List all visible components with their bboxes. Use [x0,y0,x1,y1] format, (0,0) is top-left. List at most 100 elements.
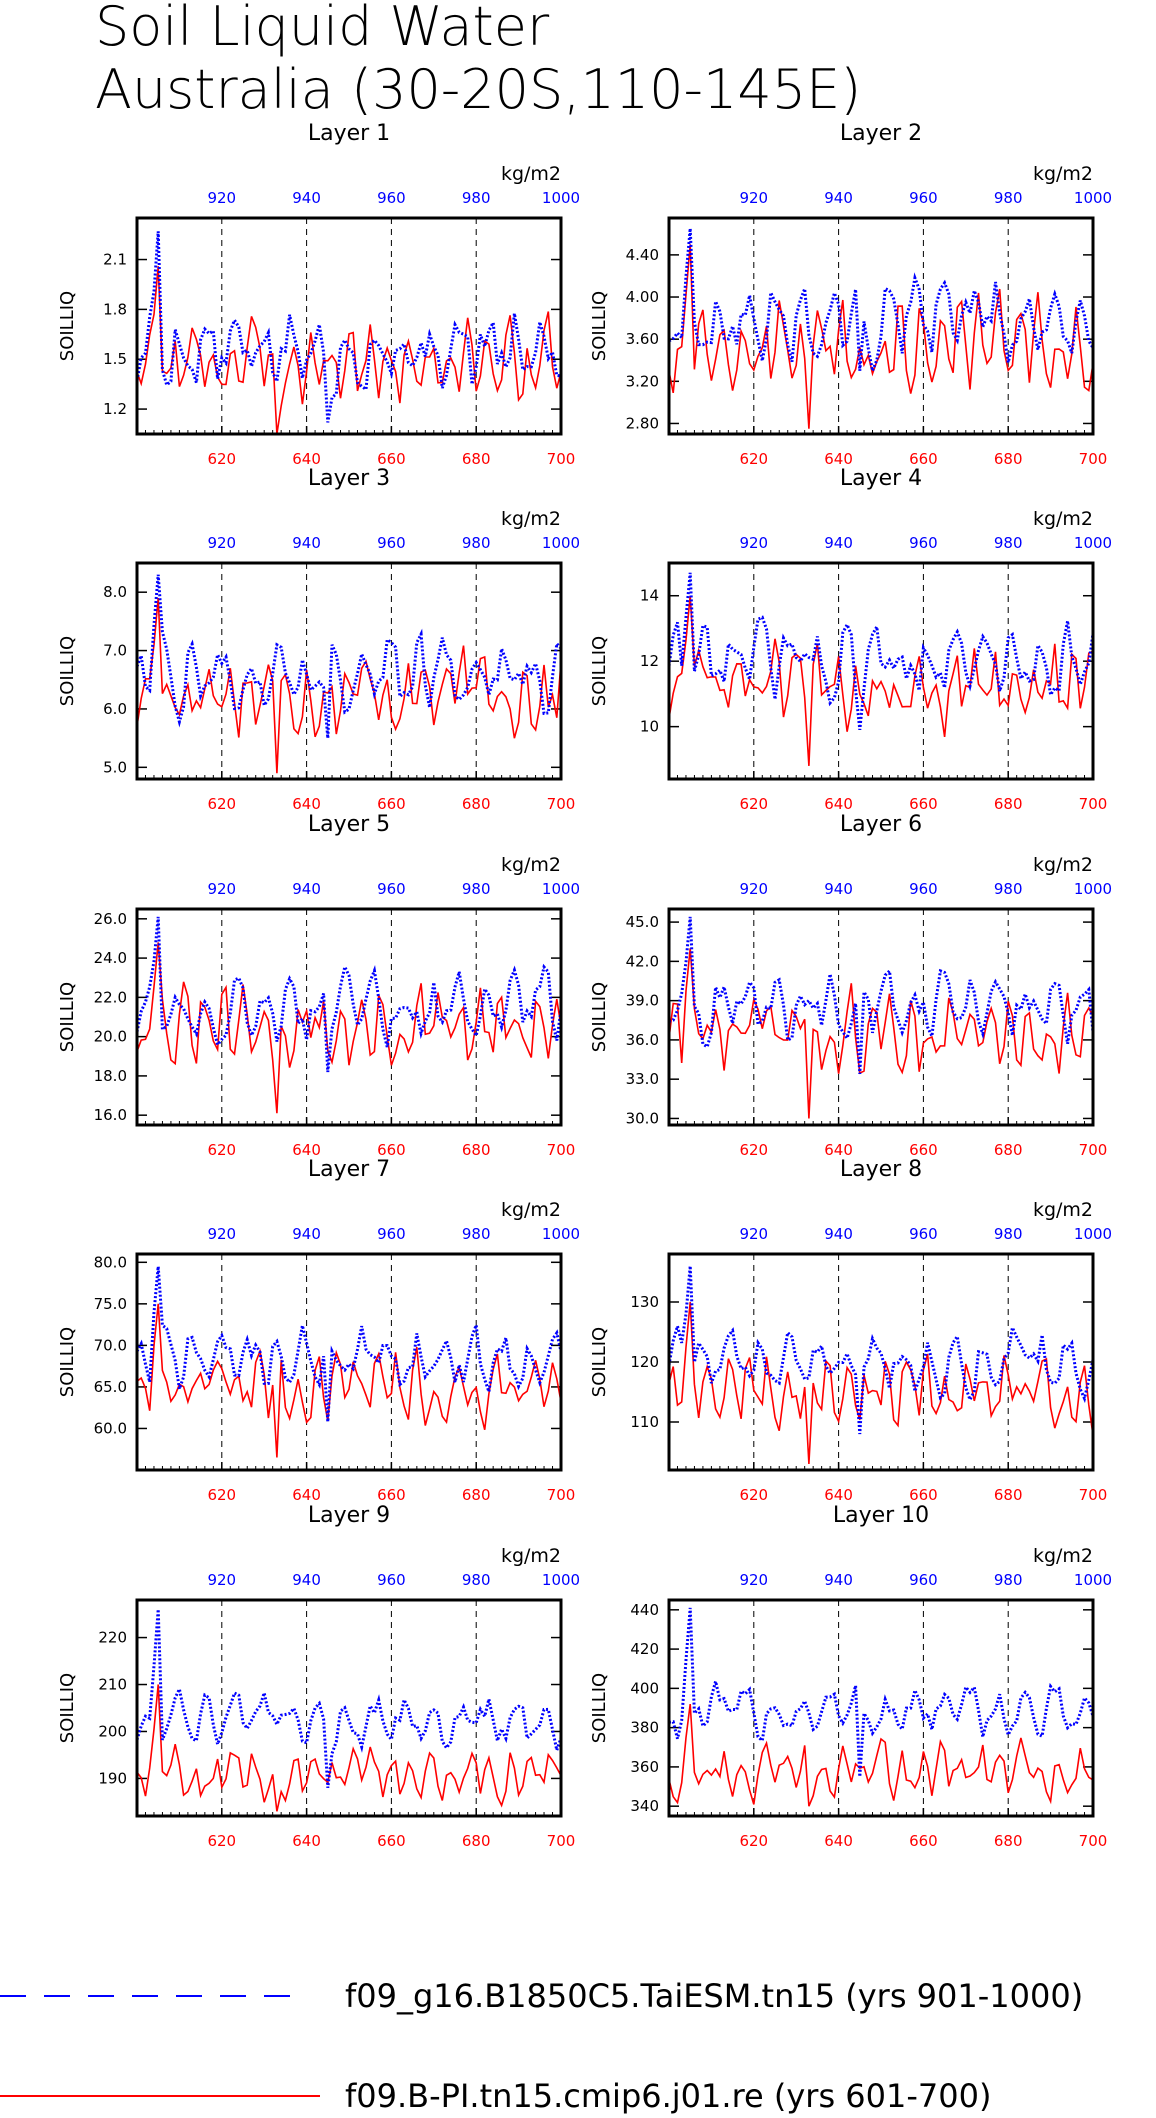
y-tick-label: 220 [98,1629,127,1647]
y-tick-label: 1.8 [103,300,127,318]
top-x-tick-label: 960 [377,1571,406,1589]
panel-layer-8: Layer 8 kg/m2 920 940 960 980 1000 620 640 660 680… [589,1157,1112,1504]
top-x-tick-label: 980 [994,1571,1023,1589]
top-x-tick-label: 960 [909,880,938,898]
panel-title: Layer 5 [308,812,390,837]
panel-title: Layer 8 [840,1157,922,1182]
top-x-tick-label: 980 [462,189,491,207]
y-tick-label: 2.80 [626,414,659,432]
legend-label-blue: f09_g16.B1850C5.TaiESM.tn15 (yrs 901-100… [345,1977,1083,2015]
chart-panels: Layer 1 kg/m2 920 940 960 980 1000 620 640 660 680… [57,121,1112,1850]
bottom-x-tick-label: 660 [377,1832,406,1850]
top-x-tick-label: 1000 [542,880,580,898]
top-x-tick-label: 980 [994,1225,1023,1243]
series-line-red [668,948,1094,1119]
series-line-red [136,266,562,435]
panel-layer-1: Layer 1 kg/m2 920 940 960 980 1000 620 640 660 680… [57,121,580,468]
y-axis-label: SOILLIQ [589,1327,610,1397]
top-x-tick-label: 920 [739,1571,768,1589]
panel-layer-10: Layer 10 kg/m2 920 940 960 980 1000 620 640 660 68… [589,1503,1112,1850]
y-tick-label: 340 [630,1797,659,1815]
panel-layer-9: Layer 9 kg/m2 920 940 960 980 1000 620 640 660 680… [57,1503,580,1850]
top-x-tick-label: 980 [462,534,491,552]
series-line-blue [135,916,563,1073]
y-tick-label: 120 [630,1353,659,1371]
bottom-x-tick-label: 640 [824,795,853,813]
panel-title: Layer 9 [308,1503,390,1528]
bottom-x-tick-label: 700 [547,1832,576,1850]
y-tick-label: 80.0 [94,1253,127,1271]
bottom-x-tick-label: 620 [207,795,236,813]
bottom-x-tick-label: 680 [462,1832,491,1850]
bottom-x-tick-label: 620 [739,1486,768,1504]
bottom-x-tick-label: 700 [1079,1486,1108,1504]
y-tick-label: 360 [630,1758,659,1776]
bottom-x-tick-label: 620 [207,1141,236,1159]
bottom-x-tick-label: 620 [739,1141,768,1159]
bottom-x-tick-label: 620 [739,795,768,813]
bottom-x-tick-label: 620 [207,1832,236,1850]
bottom-x-tick-label: 680 [462,450,491,468]
bottom-x-tick-label: 680 [994,795,1023,813]
series-line-blue [668,1607,1095,1777]
bottom-x-tick-label: 700 [547,1141,576,1159]
panel-layer-7: Layer 7 kg/m2 920 940 960 980 1000 620 640 660 680… [57,1157,580,1504]
bottom-x-tick-label: 640 [824,1486,853,1504]
bottom-x-tick-label: 620 [739,450,768,468]
plot-frame [135,561,563,781]
series-line-red [136,942,562,1114]
top-x-tick-label: 980 [994,189,1023,207]
top-x-tick-label: 940 [292,189,321,207]
bottom-x-tick-label: 660 [377,1486,406,1504]
bottom-x-tick-label: 680 [994,1141,1023,1159]
y-tick-label: 400 [630,1679,659,1697]
units-label: kg/m2 [1033,1199,1093,1221]
panel-title: Layer 4 [840,466,922,491]
series-line-red [668,1704,1094,1807]
y-tick-label: 7.0 [103,642,127,660]
panel-layer-5: Layer 5 kg/m2 920 940 960 980 1000 620 640 660 680… [57,812,580,1159]
y-tick-label: 65.0 [94,1378,127,1396]
units-label: kg/m2 [1033,1545,1093,1567]
top-x-tick-label: 960 [909,1225,938,1243]
top-x-tick-label: 940 [292,534,321,552]
y-axis-label: SOILLIQ [589,636,610,706]
bottom-x-tick-label: 660 [909,450,938,468]
top-x-tick-label: 980 [994,534,1023,552]
y-tick-label: 12 [640,652,659,670]
y-axis-label: SOILLIQ [589,1673,610,1743]
panel-title: Layer 1 [308,121,390,146]
legend-label-red: f09.B-PI.tn15.cmip6.j01.re (yrs 601-700) [345,2077,991,2115]
y-axis-label: SOILLIQ [57,291,78,361]
top-x-tick-label: 920 [207,1571,236,1589]
bottom-x-tick-label: 640 [292,795,321,813]
top-x-tick-label: 980 [462,1225,491,1243]
units-label: kg/m2 [501,163,561,185]
y-tick-label: 1.5 [103,350,127,368]
y-tick-label: 5.0 [103,758,127,776]
y-axis-label: SOILLIQ [589,982,610,1052]
bottom-x-tick-label: 680 [994,1832,1023,1850]
y-tick-label: 8.0 [103,583,127,601]
plot-frame [667,907,1095,1127]
y-tick-label: 4.00 [626,288,659,306]
bottom-x-tick-label: 700 [1079,450,1108,468]
y-axis-label: SOILLIQ [57,1673,78,1743]
panel-layer-6: Layer 6 kg/m2 920 940 960 980 1000 620 640 660 680… [589,812,1112,1159]
bottom-x-tick-label: 620 [207,450,236,468]
top-x-tick-label: 940 [292,880,321,898]
series-line-blue [667,572,1095,731]
panel-title: Layer 2 [840,121,922,146]
y-tick-label: 18.0 [94,1067,127,1085]
y-tick-label: 2.1 [103,251,127,269]
y-axis-label: SOILLIQ [57,1327,78,1397]
series-line-red [668,595,1094,766]
top-x-tick-label: 960 [377,1225,406,1243]
y-tick-label: 16.0 [94,1106,127,1124]
series-line-red [136,1684,562,1812]
series-line-red [136,1303,562,1458]
y-tick-label: 39.0 [626,992,659,1010]
top-x-tick-label: 940 [824,880,853,898]
bottom-x-tick-label: 660 [909,1141,938,1159]
series-line-blue [135,231,562,423]
